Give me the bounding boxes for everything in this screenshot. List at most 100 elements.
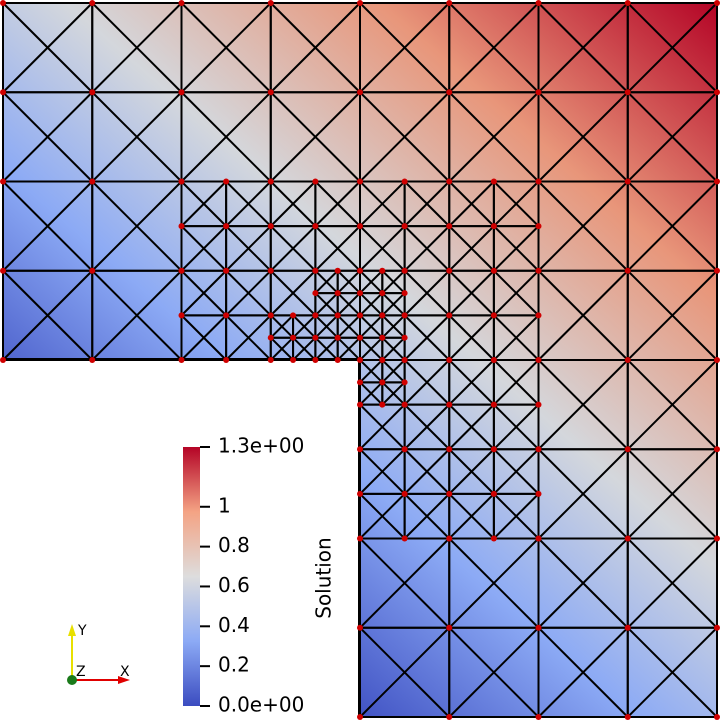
mesh-edge bbox=[314, 314, 339, 339]
mesh-edge bbox=[270, 270, 317, 317]
mesh-node bbox=[267, 223, 274, 230]
mesh-edge bbox=[627, 91, 718, 183]
mesh-edge bbox=[91, 2, 183, 93]
mesh-node bbox=[89, 0, 96, 6]
mesh-node bbox=[401, 290, 408, 297]
mesh-node bbox=[401, 312, 408, 319]
mesh-edge bbox=[270, 314, 294, 339]
mesh-edge bbox=[448, 403, 495, 450]
mesh-edge bbox=[627, 627, 718, 718]
mesh-node bbox=[714, 624, 720, 631]
mesh-edge bbox=[537, 537, 629, 629]
mesh-node bbox=[535, 0, 542, 6]
mesh-node bbox=[446, 267, 453, 274]
mesh-edge bbox=[381, 314, 406, 339]
mesh-node bbox=[290, 312, 297, 319]
mesh-node bbox=[223, 357, 230, 363]
mesh-node bbox=[267, 334, 274, 341]
mesh-node bbox=[178, 312, 185, 319]
mesh-node bbox=[535, 267, 542, 274]
mesh-edge bbox=[180, 2, 272, 93]
mesh-node bbox=[401, 446, 408, 453]
mesh-node bbox=[446, 535, 453, 542]
mesh-node bbox=[89, 357, 96, 363]
mesh-edge bbox=[91, 180, 183, 272]
mesh-edge bbox=[359, 448, 406, 495]
mesh-edge bbox=[336, 314, 361, 339]
mesh-node bbox=[0, 89, 6, 96]
mesh-node bbox=[446, 714, 453, 720]
mesh-edge bbox=[448, 314, 495, 361]
mesh-edge bbox=[336, 270, 361, 294]
colorbar-tick-label: 0.2 bbox=[218, 653, 250, 677]
mesh-node bbox=[714, 267, 720, 274]
mesh-edge bbox=[537, 448, 629, 540]
mesh-node bbox=[714, 89, 720, 96]
mesh-edge bbox=[403, 270, 450, 317]
mesh-edge bbox=[448, 225, 495, 272]
mesh-node bbox=[290, 357, 297, 363]
mesh-node bbox=[89, 267, 96, 274]
mesh-node bbox=[357, 379, 363, 386]
mesh-node bbox=[0, 0, 6, 6]
mesh-node bbox=[379, 312, 386, 319]
mesh-edge bbox=[270, 336, 294, 361]
mesh-edge bbox=[359, 493, 406, 540]
mesh-node bbox=[334, 334, 341, 341]
mesh-edge bbox=[403, 493, 450, 540]
mesh-node bbox=[223, 267, 230, 274]
mesh-node bbox=[379, 267, 386, 274]
mesh-node bbox=[379, 379, 386, 386]
mesh-node bbox=[535, 89, 542, 96]
mesh-edge bbox=[403, 448, 450, 495]
mesh-node bbox=[490, 535, 497, 542]
mesh-edge bbox=[359, 403, 406, 450]
colorbar-tick-label: 1 bbox=[218, 493, 231, 517]
mesh-node bbox=[379, 334, 386, 341]
mesh-edge bbox=[359, 2, 450, 93]
mesh-edge bbox=[359, 91, 450, 183]
mesh-node bbox=[334, 357, 341, 363]
mesh-edge bbox=[627, 2, 718, 93]
axis-label: X bbox=[120, 664, 130, 680]
colorbar-tick-label: 1.3e+00 bbox=[218, 434, 304, 458]
colorbar-tick-label: 0.8 bbox=[218, 533, 250, 557]
mesh-node bbox=[223, 223, 230, 230]
mesh-node bbox=[312, 178, 319, 185]
mesh-edge bbox=[537, 91, 629, 183]
mesh-node bbox=[267, 312, 274, 319]
mesh-node bbox=[446, 223, 453, 230]
mesh-node bbox=[446, 0, 453, 6]
mesh-edge bbox=[2, 180, 93, 272]
mesh-node bbox=[535, 223, 542, 230]
mesh-node bbox=[267, 267, 274, 274]
mesh-node bbox=[312, 334, 319, 341]
mesh-edge bbox=[2, 91, 93, 183]
mesh-edge bbox=[448, 493, 495, 540]
mesh-edge bbox=[359, 314, 384, 339]
mesh-edge bbox=[270, 180, 317, 227]
mesh-edge bbox=[180, 225, 227, 272]
mesh-edge bbox=[314, 336, 339, 361]
colorbar-tick-label: 0.4 bbox=[218, 613, 250, 637]
mesh-node bbox=[178, 178, 185, 185]
mesh-node bbox=[357, 357, 363, 363]
mesh-edge bbox=[314, 270, 339, 294]
mesh-node bbox=[624, 535, 631, 542]
mesh-edge bbox=[336, 292, 361, 317]
mesh-edge bbox=[359, 225, 406, 272]
mesh-node bbox=[312, 267, 319, 274]
mesh-node bbox=[357, 401, 363, 408]
mesh-node bbox=[357, 290, 363, 297]
mesh-node bbox=[334, 312, 341, 319]
mesh-node bbox=[535, 490, 542, 497]
mesh-edge bbox=[493, 270, 540, 317]
mesh-node bbox=[446, 446, 453, 453]
mesh-node bbox=[446, 624, 453, 631]
mesh-node bbox=[401, 490, 408, 497]
mesh-node bbox=[401, 535, 408, 542]
mesh-node bbox=[357, 535, 363, 542]
mesh-node bbox=[0, 178, 6, 185]
mesh-edge bbox=[627, 270, 718, 361]
mesh-node bbox=[624, 267, 631, 274]
